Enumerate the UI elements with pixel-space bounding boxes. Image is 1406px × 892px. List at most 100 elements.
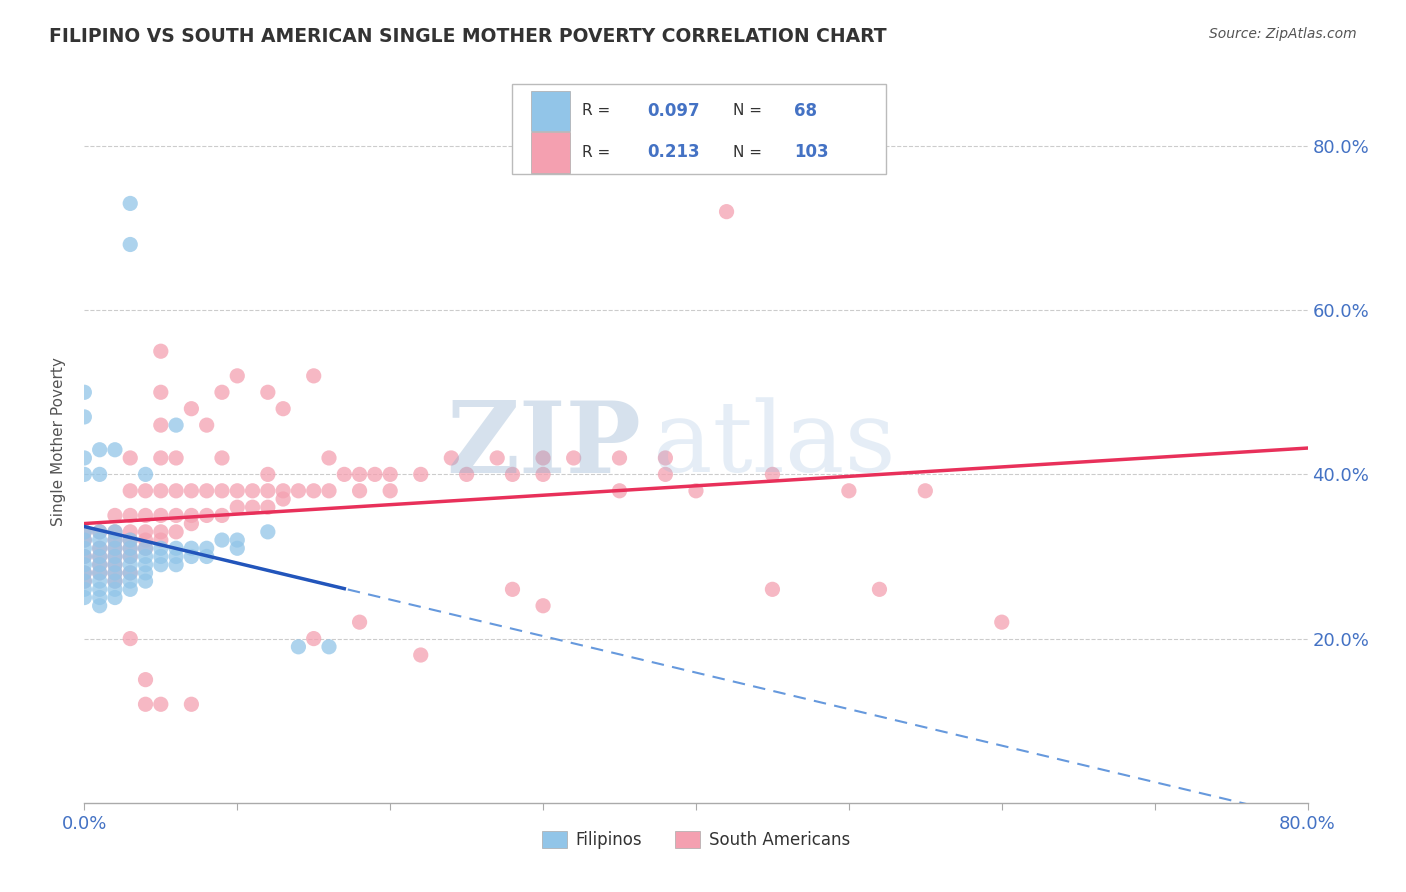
Point <box>195 483 218 498</box>
Point <box>149 418 172 433</box>
Point <box>73 549 96 564</box>
Point <box>180 549 202 564</box>
FancyBboxPatch shape <box>531 132 569 172</box>
Point <box>165 483 187 498</box>
Point <box>135 541 157 556</box>
Point <box>609 483 631 498</box>
Point <box>73 566 96 580</box>
Point <box>242 483 264 498</box>
Point <box>226 500 249 515</box>
Point <box>349 615 371 630</box>
Point <box>120 524 142 539</box>
Point <box>135 541 157 556</box>
Point <box>165 541 187 556</box>
Point <box>302 368 325 383</box>
Point <box>914 483 936 498</box>
Point <box>120 237 142 252</box>
Point <box>180 401 202 416</box>
Point <box>135 549 157 564</box>
Point <box>73 409 96 424</box>
Point <box>257 385 280 400</box>
Point <box>149 524 172 539</box>
Point <box>869 582 891 597</box>
Point <box>562 450 585 465</box>
Text: R =: R = <box>582 103 610 119</box>
Point <box>180 516 202 531</box>
Point <box>73 385 96 400</box>
Point <box>120 558 142 572</box>
Point <box>271 401 294 416</box>
Point <box>654 467 676 482</box>
Point <box>89 582 111 597</box>
Point <box>318 640 340 654</box>
Point <box>271 491 294 506</box>
Point <box>120 450 142 465</box>
Point <box>89 442 111 457</box>
Point <box>89 549 111 564</box>
Point <box>89 599 111 613</box>
Text: N =: N = <box>733 103 762 119</box>
Point <box>180 698 202 712</box>
Point <box>838 483 860 498</box>
Point <box>104 541 127 556</box>
Point <box>180 483 202 498</box>
Point <box>318 450 340 465</box>
Point <box>104 533 127 547</box>
Point <box>73 533 96 547</box>
Point <box>195 508 218 523</box>
Point <box>364 467 387 482</box>
Point <box>73 591 96 605</box>
Point <box>242 500 264 515</box>
Point <box>531 450 554 465</box>
Point <box>165 450 187 465</box>
Point <box>73 524 96 539</box>
Point <box>73 574 96 588</box>
Point <box>120 632 142 646</box>
Point <box>104 582 127 597</box>
Point <box>333 467 356 482</box>
Point <box>73 541 96 556</box>
Point <box>73 533 96 547</box>
Point <box>120 549 142 564</box>
Y-axis label: Single Mother Poverty: Single Mother Poverty <box>51 357 66 526</box>
Text: 103: 103 <box>794 144 828 161</box>
Legend: Filipinos, South Americans: Filipinos, South Americans <box>536 824 856 856</box>
Text: 0.097: 0.097 <box>647 102 700 120</box>
Text: FILIPINO VS SOUTH AMERICAN SINGLE MOTHER POVERTY CORRELATION CHART: FILIPINO VS SOUTH AMERICAN SINGLE MOTHER… <box>49 27 887 45</box>
Point <box>380 467 402 482</box>
Point <box>120 196 142 211</box>
Point <box>165 549 187 564</box>
Point <box>73 524 96 539</box>
Point <box>120 533 142 547</box>
Point <box>531 467 554 482</box>
Point <box>89 591 111 605</box>
Point <box>104 591 127 605</box>
Point <box>226 533 249 547</box>
Point <box>89 558 111 572</box>
Point <box>149 533 172 547</box>
Point <box>104 533 127 547</box>
Text: R =: R = <box>582 145 610 160</box>
Point <box>716 204 738 219</box>
Point <box>165 418 187 433</box>
Point <box>149 508 172 523</box>
Point <box>211 385 233 400</box>
Point <box>149 385 172 400</box>
Point <box>135 698 157 712</box>
Text: atlas: atlas <box>654 397 896 493</box>
Point <box>287 483 309 498</box>
Point <box>302 483 325 498</box>
Point <box>226 541 249 556</box>
Point <box>120 541 142 556</box>
Point <box>104 508 127 523</box>
Point <box>180 541 202 556</box>
Point <box>380 483 402 498</box>
Point <box>89 524 111 539</box>
Text: Source: ZipAtlas.com: Source: ZipAtlas.com <box>1209 27 1357 41</box>
Point <box>120 483 142 498</box>
Point <box>211 483 233 498</box>
Point <box>531 599 554 613</box>
Point <box>73 566 96 580</box>
Point <box>165 508 187 523</box>
Point <box>104 558 127 572</box>
